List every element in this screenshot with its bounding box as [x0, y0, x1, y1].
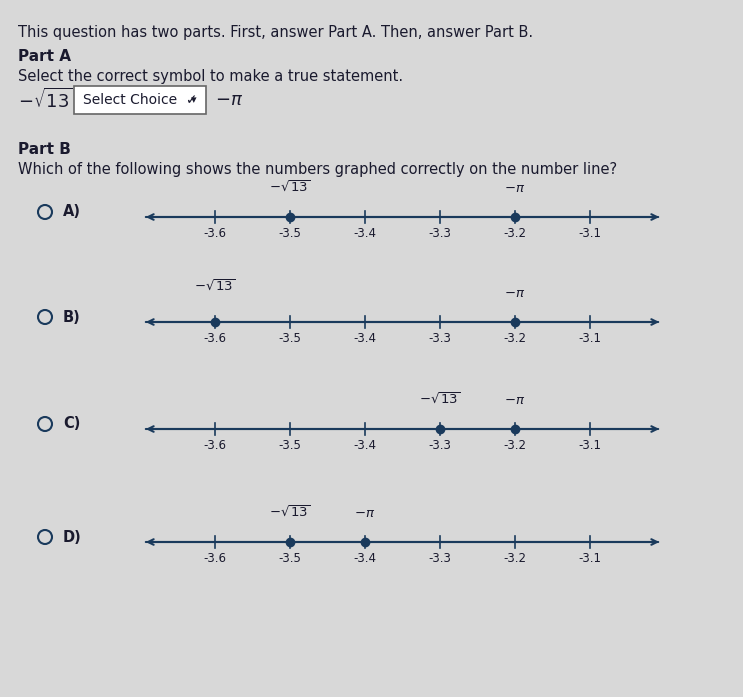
Text: $-\pi$: $-\pi$	[354, 507, 376, 520]
Text: -3.1: -3.1	[579, 332, 602, 345]
Text: $-\sqrt{13}$: $-\sqrt{13}$	[18, 88, 73, 112]
Text: -3.2: -3.2	[504, 439, 527, 452]
Text: $-\pi$: $-\pi$	[504, 182, 525, 195]
Text: $-\pi$: $-\pi$	[504, 287, 525, 300]
Text: A): A)	[63, 204, 81, 220]
Text: ▾: ▾	[192, 95, 197, 105]
Text: -3.2: -3.2	[504, 552, 527, 565]
Text: This question has two parts. First, answer Part A. Then, answer Part B.: This question has two parts. First, answ…	[18, 25, 533, 40]
Text: $-\sqrt{13}$: $-\sqrt{13}$	[419, 392, 461, 407]
Text: -3.6: -3.6	[204, 439, 227, 452]
Text: -3.3: -3.3	[429, 552, 452, 565]
Text: -3.1: -3.1	[579, 552, 602, 565]
Text: -3.3: -3.3	[429, 439, 452, 452]
Text: -3.6: -3.6	[204, 332, 227, 345]
Text: -3.1: -3.1	[579, 227, 602, 240]
Text: $-\pi$: $-\pi$	[504, 394, 525, 407]
Text: Part A: Part A	[18, 49, 71, 64]
Text: -3.5: -3.5	[279, 227, 302, 240]
Text: Part B: Part B	[18, 142, 71, 157]
Text: $-\pi$: $-\pi$	[215, 91, 243, 109]
Text: -3.6: -3.6	[204, 552, 227, 565]
Text: -3.4: -3.4	[354, 552, 377, 565]
Text: -3.6: -3.6	[204, 227, 227, 240]
Text: Select the correct symbol to make a true statement.: Select the correct symbol to make a true…	[18, 69, 403, 84]
FancyBboxPatch shape	[74, 86, 206, 114]
Text: -3.2: -3.2	[504, 227, 527, 240]
Text: -3.4: -3.4	[354, 439, 377, 452]
Text: -3.3: -3.3	[429, 227, 452, 240]
Text: -3.1: -3.1	[579, 439, 602, 452]
Text: -3.4: -3.4	[354, 227, 377, 240]
Text: Select Choice  ✓: Select Choice ✓	[83, 93, 198, 107]
Text: $-\sqrt{13}$: $-\sqrt{13}$	[194, 279, 236, 294]
Text: $-\sqrt{13}$: $-\sqrt{13}$	[269, 505, 311, 520]
Text: -3.2: -3.2	[504, 332, 527, 345]
Text: -3.4: -3.4	[354, 332, 377, 345]
Text: Which of the following shows the numbers graphed correctly on the number line?: Which of the following shows the numbers…	[18, 162, 617, 177]
Text: D): D)	[63, 530, 82, 544]
Text: -3.3: -3.3	[429, 332, 452, 345]
Text: -3.5: -3.5	[279, 439, 302, 452]
Text: -3.5: -3.5	[279, 552, 302, 565]
Text: $-\sqrt{13}$: $-\sqrt{13}$	[269, 180, 311, 195]
Text: -3.5: -3.5	[279, 332, 302, 345]
Text: C): C)	[63, 417, 80, 431]
Text: B): B)	[63, 309, 81, 325]
